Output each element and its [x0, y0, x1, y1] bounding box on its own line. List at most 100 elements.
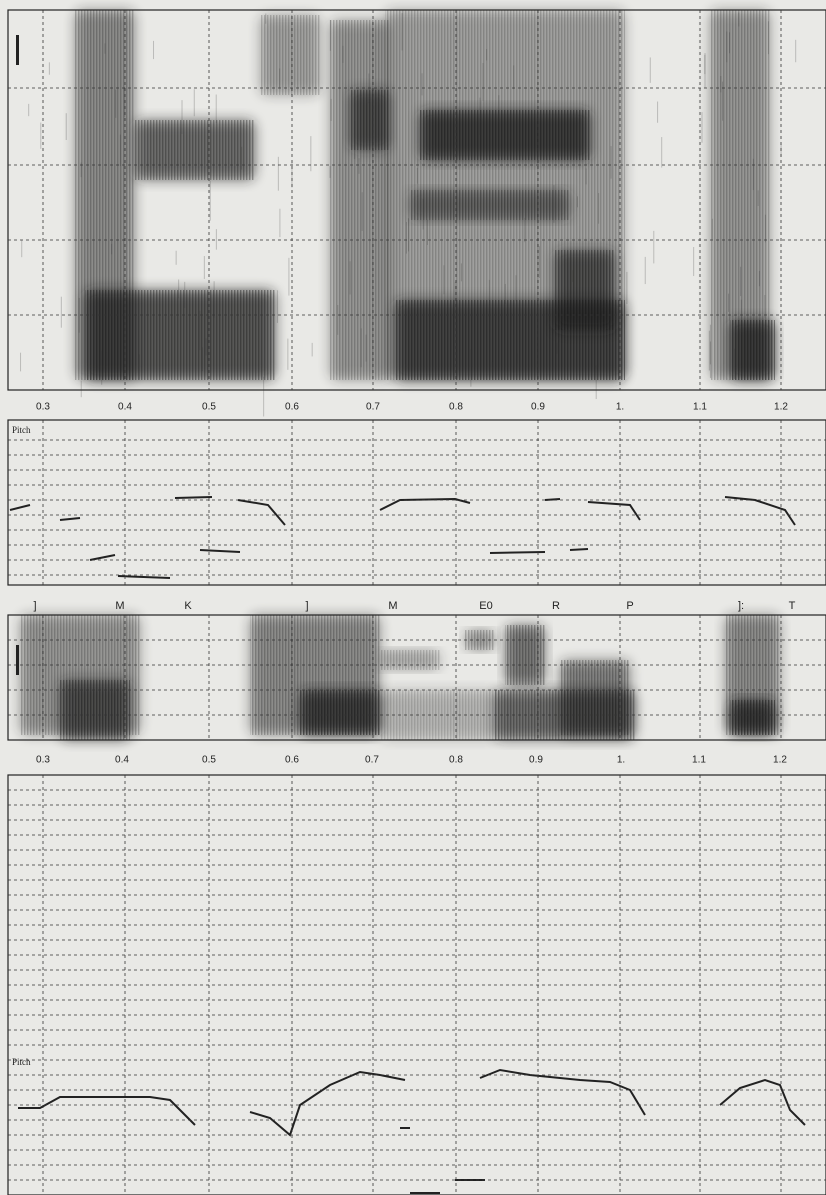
striation: [455, 282, 456, 318]
striation: [701, 112, 702, 143]
striation: [653, 231, 654, 264]
striation: [740, 267, 741, 296]
segment-label: T: [789, 600, 796, 612]
pitch-label: Pitch: [12, 425, 31, 435]
striation: [406, 222, 407, 254]
striation: [586, 168, 587, 184]
striation: [104, 43, 105, 53]
striation: [712, 219, 713, 240]
striation: [278, 157, 279, 191]
striation: [498, 95, 499, 122]
striation: [513, 335, 514, 373]
striation: [730, 320, 775, 380]
striation: [596, 365, 597, 399]
striation: [443, 265, 444, 294]
striation: [300, 690, 380, 735]
striation: [330, 166, 331, 178]
striation: [366, 335, 367, 362]
striation: [730, 700, 775, 735]
segment-label: P: [626, 600, 633, 612]
striation: [66, 113, 67, 140]
striation: [741, 300, 742, 333]
striation: [479, 98, 480, 135]
striation: [81, 381, 82, 398]
striation: [408, 218, 409, 251]
time-label: 0.4: [115, 755, 129, 766]
segment-label: ]:: [738, 600, 744, 612]
striation: [422, 73, 423, 95]
figure: Pitch Pitch 0.30.40.50.60.70.80.91.1.11.…: [0, 0, 826, 1195]
striation: [111, 244, 112, 254]
striation: [420, 110, 590, 160]
striation: [277, 290, 278, 323]
time-label: 0.8: [449, 755, 463, 766]
striation: [728, 294, 729, 312]
striation: [427, 220, 428, 245]
striation: [417, 168, 418, 184]
time-label: 1.2: [773, 755, 787, 766]
striation: [176, 251, 177, 265]
striation: [423, 199, 424, 230]
striation: [288, 258, 289, 296]
striation: [194, 89, 195, 116]
striation: [135, 120, 255, 180]
striation: [734, 349, 735, 379]
striation: [330, 20, 390, 380]
striation: [729, 32, 730, 53]
striation: [555, 250, 615, 330]
time-label: 0.6: [285, 755, 299, 766]
striation: [216, 95, 217, 124]
striation: [505, 625, 545, 685]
striation: [505, 284, 506, 304]
striation: [263, 377, 264, 417]
striation: [331, 99, 332, 121]
striation: [350, 261, 351, 294]
striation: [20, 353, 21, 372]
segment-label: ]: [305, 600, 308, 612]
striation: [265, 14, 266, 24]
striation: [79, 298, 80, 333]
striation: [515, 275, 516, 301]
striation: [553, 185, 554, 223]
time-label: 0.8: [449, 402, 463, 413]
striation: [513, 65, 514, 89]
striation: [350, 90, 390, 150]
striation: [650, 57, 651, 82]
striation: [214, 281, 215, 317]
striation: [560, 660, 630, 735]
striation: [611, 146, 612, 179]
striation: [40, 123, 41, 149]
time-label: 1.1: [692, 755, 706, 766]
striation: [106, 352, 107, 366]
segment-label: R: [552, 600, 560, 612]
cursor: [16, 35, 19, 65]
time-label: 1.: [616, 402, 624, 413]
time-label: 0.5: [202, 402, 216, 413]
striation: [153, 41, 154, 59]
striation: [726, 32, 727, 63]
pitch-contour: [10, 497, 795, 578]
striation: [260, 15, 320, 95]
striation: [410, 190, 570, 220]
time-label: 0.3: [36, 402, 50, 413]
striation: [120, 135, 121, 166]
striation: [359, 158, 360, 174]
time-label: 0.3: [36, 755, 50, 766]
striation: [764, 295, 765, 318]
striation: [182, 100, 183, 134]
striation: [216, 229, 217, 250]
striation: [461, 263, 462, 281]
striation: [206, 338, 207, 355]
time-label: 0.4: [118, 402, 132, 413]
segment-label: K: [184, 600, 192, 612]
striation: [85, 290, 275, 380]
time-label: 1.2: [774, 402, 788, 413]
page: {"top": {"time_labels": ["0.3", "0.4", "…: [0, 0, 826, 1195]
time-label: 0.7: [366, 402, 380, 413]
striation: [361, 328, 362, 367]
striation: [572, 270, 573, 282]
spectrogram-bottom: [20, 615, 780, 740]
striation: [524, 218, 525, 242]
segment-label: E0: [479, 600, 492, 612]
striation: [28, 104, 29, 116]
